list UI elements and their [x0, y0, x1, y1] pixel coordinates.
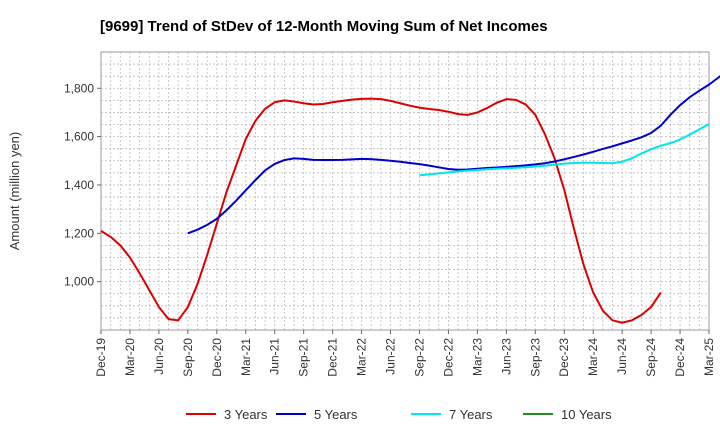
x-tick-label: Sep-23: [528, 338, 542, 377]
x-tick-label: Jun-23: [499, 338, 513, 375]
chart-title: [9699] Trend of StDev of 12-Month Moving…: [100, 18, 548, 35]
x-tick-label: Sep-22: [412, 338, 426, 377]
legend-label-3-years: 3 Years: [224, 407, 268, 422]
grid-lines: [101, 52, 709, 330]
x-tick-label: Mar-24: [586, 338, 600, 376]
x-tick-label: Dec-21: [326, 338, 340, 377]
x-tick-label: Dec-23: [557, 338, 571, 377]
x-tick-label: Jun-20: [152, 338, 166, 375]
x-tick-label: Jun-22: [384, 338, 398, 375]
x-tick-label: Jun-21: [268, 338, 282, 375]
x-tick-label: Dec-24: [673, 338, 687, 377]
y-tick-label: 1,200: [64, 226, 94, 240]
y-tick-label: 1,000: [64, 275, 94, 289]
legend-label-7-years: 7 Years: [449, 407, 493, 422]
series-line-7-years: [419, 123, 710, 177]
legend: 3 Years 5 Years 7 Years 10 Years: [186, 407, 612, 422]
x-tick-label: Mar-21: [239, 338, 253, 376]
x-tick-label: Sep-24: [644, 338, 658, 377]
y-axis-label: Amount (million yen): [7, 132, 22, 251]
y-tick-label: 1,400: [64, 178, 94, 192]
x-tick-label: Dec-22: [441, 338, 455, 377]
legend-label-10-years: 10 Years: [561, 407, 612, 422]
series-line-5-years: [187, 74, 720, 235]
y-axis: 1,000 1,200 1,400 1,600 1,800: [64, 81, 101, 289]
x-tick-label: Mar-25: [702, 338, 716, 376]
x-tick-label: Sep-21: [297, 338, 311, 377]
y-tick-label: 1,600: [64, 130, 94, 144]
series-lines: [100, 74, 720, 324]
x-tick-label: Mar-22: [355, 338, 369, 376]
x-tick-label: Mar-20: [123, 338, 137, 376]
x-tick-label: Dec-20: [210, 338, 224, 377]
x-tick-label: Jun-24: [615, 338, 629, 375]
y-tick-label: 1,800: [64, 81, 94, 95]
plot-area: [100, 51, 710, 331]
x-tick-label: Dec-19: [94, 338, 108, 377]
x-tick-label: Sep-20: [181, 338, 195, 377]
x-axis: Dec-19 Mar-20 Jun-20 Sep-20 Dec-20 Mar-21 Jun-…: [94, 330, 716, 377]
series-line-3-years: [100, 97, 662, 324]
legend-label-5-years: 5 Years: [314, 407, 358, 422]
x-tick-label: Mar-23: [470, 338, 484, 376]
